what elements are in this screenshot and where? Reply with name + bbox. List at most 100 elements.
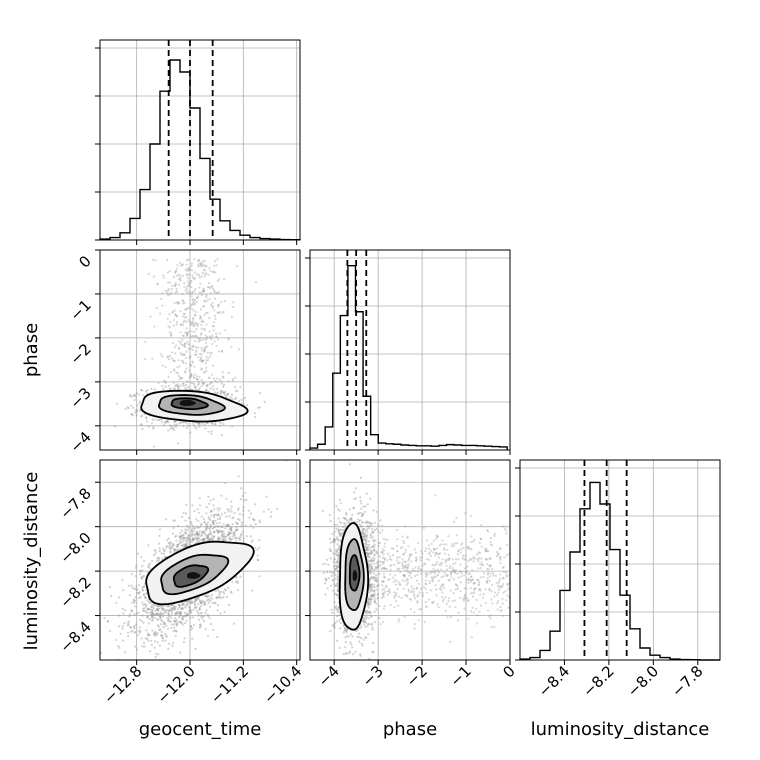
scatter-point [185,259,188,262]
scatter-point [143,582,146,585]
scatter-point [179,421,182,424]
scatter-point [227,603,230,607]
scatter-point [204,371,207,374]
scatter-point [169,427,172,430]
scatter-point [181,315,185,318]
scatter-point [179,331,182,334]
scatter-point [232,301,235,304]
scatter-point [182,382,185,385]
scatter-point [184,371,187,374]
scatter-point [216,391,219,394]
scatter-point [182,274,185,277]
scatter-point [179,611,182,614]
scatter-point [176,386,179,389]
scatter-point [232,622,236,625]
scatter-point [156,608,159,611]
scatter-point [215,335,218,338]
scatter-point [172,519,175,522]
scatter-point [187,284,190,287]
scatter-point [191,627,194,630]
scatter-point [186,341,189,344]
scatter-point [134,588,137,591]
scatter-point [133,599,136,602]
scatter-point [185,263,188,266]
ytick-label-phase: −1 [66,296,94,324]
scatter-point [204,537,207,540]
scatter-point [203,268,206,271]
scatter-point [175,534,178,538]
scatter-point [236,581,239,585]
scatter-point [175,549,178,552]
scatter-point [198,352,202,356]
scatter-point [214,519,217,522]
scatter-point [168,355,171,358]
scatter-point [198,338,201,341]
scatter-point [147,607,150,610]
scatter-point [175,549,178,552]
xtick-label-luminosity-distance: −8.2 [579,662,617,700]
scatter-point [203,350,206,353]
scatter-point [167,612,170,615]
scatter-point [166,271,169,274]
scatter-point [209,292,212,295]
scatter-point [175,344,178,347]
scatter-point [212,535,215,538]
scatter-point [204,523,207,526]
scatter-point [188,537,191,540]
scatter-point [337,528,340,531]
scatter-point [336,589,339,592]
scatter-point [163,549,166,552]
scatter-point [201,381,204,384]
scatter-point [186,614,189,617]
scatter-point [240,521,243,524]
scatter-point [216,258,219,261]
scatter-point [206,337,209,340]
scatter-point [166,289,169,292]
scatter-point [192,318,195,321]
hist-panel-luminosity-distance: −8.4 −8.2 −8.0 −7.8 [515,459,721,701]
scatter-point [185,288,188,291]
scatter-point [204,334,207,337]
scatter-point [206,299,209,302]
scatter-point [143,413,146,416]
scatter-point [167,429,170,432]
scatter-point [145,629,148,632]
scatter-point [170,604,173,607]
scatter-point [229,531,232,535]
scatter-point [185,614,188,617]
scatter-point [224,329,227,332]
scatter-point [205,385,208,388]
scatter-point [159,616,162,619]
scatter-point [234,536,237,539]
scatter-point [194,603,197,606]
scatter-point [183,622,187,625]
scatter-point [183,637,186,640]
scatter-point [215,522,219,525]
scatter-point [204,342,208,345]
scatter-point [195,518,198,521]
scatter-point [247,509,250,512]
scatter-point [209,523,212,527]
scatter-point [183,319,186,322]
scatter-point [106,619,110,622]
scatter-point [170,333,173,336]
scatter-point [176,366,179,369]
ytick-label-luminosity-distance: −7.8 [56,484,94,522]
scatter-point [150,605,153,609]
scatter-point [191,276,195,279]
scatter-point [185,274,188,277]
scatter-point [119,663,121,665]
scatter-point [194,598,198,602]
scatter-point [193,601,196,604]
scatter-point [216,392,219,395]
scatter-point [223,299,226,303]
scatter-point [170,332,173,335]
scatter-point [163,379,166,382]
scatter-point [223,539,226,542]
scatter-point [143,602,146,606]
scatter-point [216,514,219,517]
scatter-point [327,563,330,567]
scatter-point [205,512,208,515]
scatter-point [210,510,213,513]
scatter-point [191,525,194,528]
